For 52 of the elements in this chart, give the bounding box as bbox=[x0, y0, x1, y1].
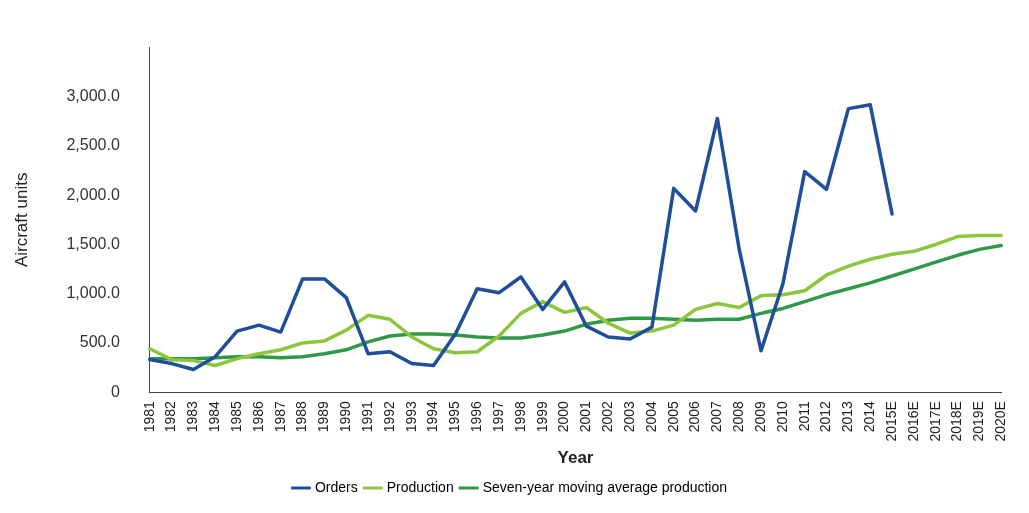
y-tick-label: 0 bbox=[110, 382, 120, 400]
x-tick-label: 1998 bbox=[511, 400, 528, 433]
legend-label: Orders bbox=[314, 478, 358, 495]
x-tick-label: 1994 bbox=[424, 400, 441, 433]
x-tick-label: 1988 bbox=[293, 400, 310, 433]
x-tick-label: 2000 bbox=[555, 400, 572, 433]
y-tick-label: 2,500.0 bbox=[66, 136, 120, 154]
x-tick-label: 2017E bbox=[926, 401, 943, 442]
x-tick-label: 2008 bbox=[730, 400, 747, 433]
x-tick-label: 1995 bbox=[446, 400, 463, 433]
x-tick-label: 1984 bbox=[206, 400, 223, 433]
x-tick-label: 1990 bbox=[337, 400, 354, 433]
x-tick-label: 2007 bbox=[708, 400, 725, 433]
x-tick-label: 2013 bbox=[839, 400, 856, 433]
x-tick-label: 1997 bbox=[489, 400, 506, 433]
x-tick-label: 1983 bbox=[184, 400, 201, 433]
x-tick-label: 1999 bbox=[533, 400, 550, 433]
x-tick-label: 2001 bbox=[577, 400, 594, 433]
x-tick-label: 1996 bbox=[468, 400, 485, 433]
x-tick-label: 1989 bbox=[315, 400, 332, 433]
x-tick-label: 2010 bbox=[773, 400, 790, 433]
x-tick-label: 1991 bbox=[358, 400, 375, 433]
x-tick-label: 2006 bbox=[686, 400, 703, 433]
x-tick-label: 1982 bbox=[162, 400, 179, 433]
y-tick-label: 3,000.0 bbox=[66, 87, 120, 105]
y-tick-label: 500.0 bbox=[79, 333, 120, 351]
x-tick-label: 1981 bbox=[140, 400, 157, 433]
y-axis-title: Aircraft units bbox=[11, 172, 31, 268]
x-axis-title: Year bbox=[557, 448, 594, 468]
y-tick-label: 1,000.0 bbox=[66, 284, 120, 302]
x-tick-label: 2012 bbox=[817, 400, 834, 433]
x-tick-label: 1985 bbox=[227, 400, 244, 433]
legend-label: Seven-year moving average production bbox=[482, 478, 728, 495]
legend-label: Production bbox=[386, 478, 454, 495]
x-tick-label: 2019E bbox=[970, 401, 987, 442]
x-tick-label: 2016E bbox=[904, 401, 921, 442]
x-tick-label: 2004 bbox=[642, 400, 659, 433]
y-tick-label: 2,000.0 bbox=[66, 185, 120, 203]
x-tick-label: 2018E bbox=[948, 401, 965, 442]
x-tick-label: 2015E bbox=[882, 401, 899, 442]
x-tick-label: 2005 bbox=[664, 400, 681, 433]
x-tick-label: 2020E bbox=[992, 401, 1009, 442]
x-tick-label: 1993 bbox=[402, 400, 419, 433]
x-tick-label: 1987 bbox=[271, 400, 288, 433]
x-tick-label: 2002 bbox=[599, 400, 616, 433]
x-tick-label: 1986 bbox=[249, 400, 266, 433]
x-tick-label: 2011 bbox=[795, 400, 812, 432]
x-tick-label: 2014 bbox=[861, 400, 878, 433]
x-tick-label: 1992 bbox=[380, 400, 397, 433]
x-tick-label: 2003 bbox=[620, 400, 637, 433]
y-tick-label: 1,500.0 bbox=[66, 234, 120, 252]
x-tick-label: 2009 bbox=[751, 400, 768, 433]
